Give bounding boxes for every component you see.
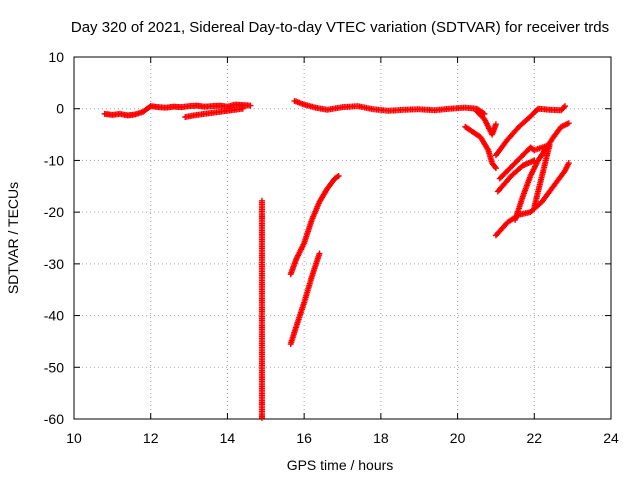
data-point-marker xyxy=(531,203,538,210)
x-tick-label: 10 xyxy=(66,430,82,446)
data-point-marker xyxy=(334,173,341,180)
data-point-marker xyxy=(492,165,499,172)
chart-title: Day 320 of 2021, Sidereal Day-to-day VTE… xyxy=(71,19,609,36)
data-point-marker xyxy=(492,121,499,128)
x-tick-label: 20 xyxy=(450,430,466,446)
data-point-marker xyxy=(316,250,323,257)
data-point-marker xyxy=(491,163,498,170)
data-point-marker xyxy=(534,106,541,113)
data-point-marker xyxy=(239,105,246,112)
y-tick-label: 10 xyxy=(48,49,64,65)
data-point-marker xyxy=(565,160,572,167)
y-tick-label: -30 xyxy=(44,256,64,272)
data-point-marker xyxy=(565,120,572,127)
y-tick-label: -40 xyxy=(44,308,64,324)
data-points xyxy=(101,97,572,421)
y-tick-label: -10 xyxy=(44,152,64,168)
x-tick-label: 16 xyxy=(296,430,312,446)
x-tick-label: 18 xyxy=(373,430,389,446)
x-tick-label: 24 xyxy=(603,430,619,446)
plot-frame xyxy=(73,56,612,420)
data-point-marker xyxy=(258,414,265,421)
y-tick-label: -20 xyxy=(44,204,64,220)
tick-labels: 10 12 14 16 18 20 22 24 10 0 -10 -20 -30 -40 -50 -60 xyxy=(44,49,619,446)
data-point-marker xyxy=(561,104,568,111)
y-tick-label: -60 xyxy=(44,411,64,427)
y-tick-label: -50 xyxy=(44,359,64,375)
grid-lines xyxy=(74,57,611,419)
y-axis-title: SDTVAR / TECUs xyxy=(5,182,21,294)
data-point-marker xyxy=(247,102,254,109)
data-point-marker xyxy=(561,103,568,110)
axis-ticks xyxy=(73,56,612,420)
x-axis-title: GPS time / hours xyxy=(287,457,394,473)
data-point-marker xyxy=(335,172,342,179)
x-tick-label: 12 xyxy=(143,430,159,446)
x-tick-label: 22 xyxy=(526,430,542,446)
x-tick-label: 14 xyxy=(220,430,236,446)
y-tick-label: 0 xyxy=(56,101,64,117)
